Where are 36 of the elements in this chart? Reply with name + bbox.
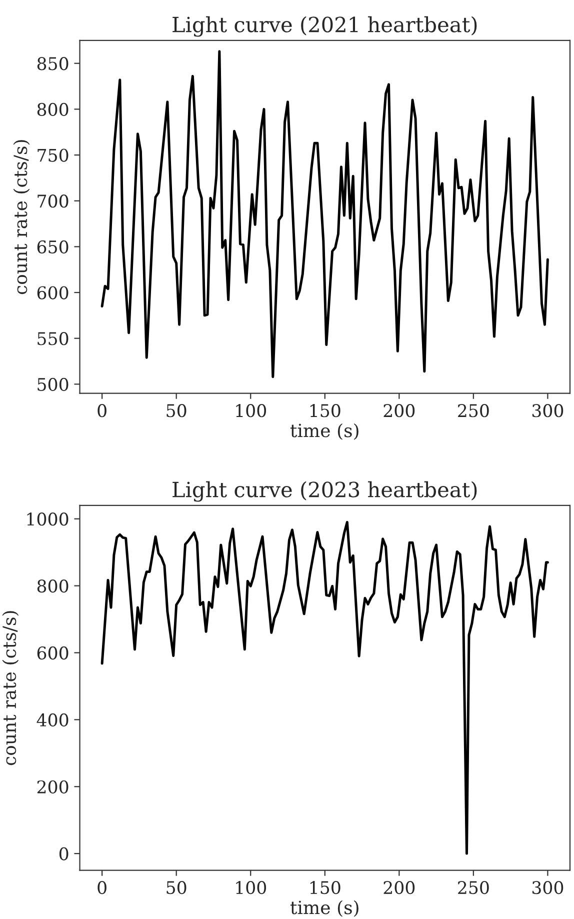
x-axis-title: time (s) [290, 900, 358, 917]
x-tick-label: 50 [166, 404, 186, 418]
y-tick-label: 550 [38, 332, 68, 346]
y-tick-label: 1000 [27, 512, 68, 526]
x-axis-title: time (s) [290, 423, 358, 440]
line-series [100, 520, 549, 855]
y-tick-label: 500 [38, 378, 68, 392]
x-tick-label: 150 [310, 404, 340, 418]
y-tick-label: 700 [38, 194, 68, 208]
x-tick-label: 100 [236, 404, 266, 418]
y-tick-label: 400 [36, 713, 68, 727]
x-tick-label: 0 [98, 404, 106, 418]
y-axis-title: count rate (cts/s) [13, 140, 30, 294]
y-tick-label: 200 [37, 780, 68, 794]
x-tick-label: 150 [310, 881, 340, 894]
x-tick-label: 300 [532, 404, 564, 418]
chart-title: Light curve (2021 heartbeat) [172, 16, 477, 37]
x-tick-label: 200 [384, 881, 415, 894]
x-tick-label: 50 [166, 881, 186, 894]
y-tick-label: 750 [38, 148, 68, 162]
line-series [100, 50, 549, 378]
y-tick-label: 0 [59, 847, 68, 860]
y-tick-label: 850 [37, 57, 68, 70]
y-tick-label: 800 [37, 579, 68, 593]
x-tick-label: 300 [532, 881, 564, 894]
y-tick-label: 800 [37, 102, 68, 116]
y-tick-label: 600 [37, 286, 68, 300]
y-axis-title: count rate (cts/s) [2, 611, 19, 766]
x-tick-label: 250 [458, 404, 489, 418]
y-tick-label: 600 [37, 646, 68, 660]
y-tick-label: 650 [37, 240, 68, 254]
x-tick-label: 200 [384, 404, 415, 418]
x-tick-label: 100 [236, 881, 266, 894]
x-tick-label: 0 [98, 881, 106, 894]
chart-title: Light curve (2023 heartbeat) [172, 481, 477, 502]
x-tick-label: 250 [458, 881, 489, 894]
